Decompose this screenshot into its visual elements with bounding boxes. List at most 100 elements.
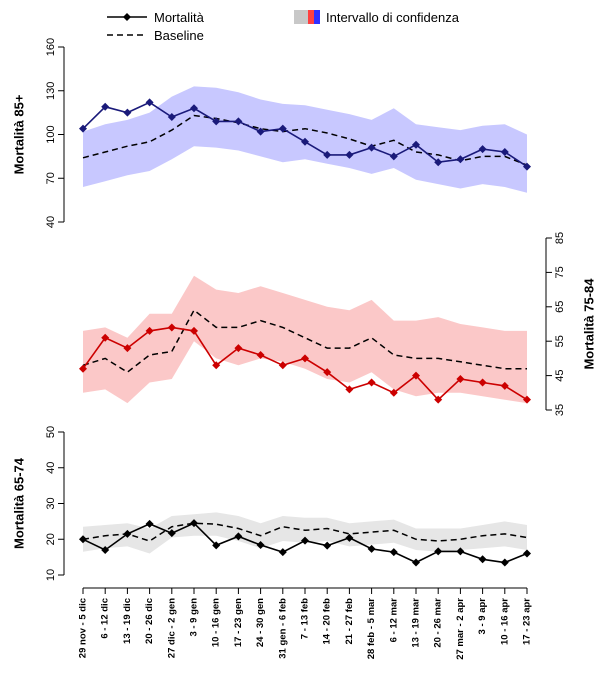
y-tick-label: 75 — [554, 266, 566, 278]
panel-mortality-85plus: 40 70 100 130 160 Mortalità 85+ — [11, 38, 531, 228]
mortality-point — [79, 364, 87, 373]
mortality-point — [123, 344, 132, 353]
y-tick-label: 10 — [45, 569, 57, 581]
mortality-point — [256, 127, 265, 136]
mortality-point — [123, 529, 132, 538]
mortality-point — [412, 371, 420, 380]
x-tick-label: 14 - 20 feb — [322, 598, 333, 645]
mortality-point — [367, 143, 376, 152]
x-tick-label: 13 - 19 dic — [122, 598, 133, 644]
baseline-line — [82, 114, 528, 166]
mortality-point — [456, 547, 465, 556]
y-tick-label: 85 — [554, 232, 566, 244]
y-tick-label: 20 — [45, 533, 57, 545]
legend-ci-swatch-red — [308, 10, 314, 24]
y-tick-label: 40 — [45, 462, 57, 474]
mortality-point — [101, 333, 110, 342]
mortality-point — [278, 124, 287, 133]
mortality-point — [212, 541, 221, 550]
mortality-point — [345, 385, 354, 394]
mortality-point — [500, 558, 509, 567]
mortality-point — [167, 113, 176, 121]
mortality-point — [234, 344, 243, 353]
mortality-point — [478, 378, 487, 387]
mortality-point — [256, 350, 265, 359]
mortality-point — [101, 545, 110, 554]
mortality-point — [123, 108, 132, 117]
mortality-point — [345, 150, 354, 159]
mortality-point — [323, 150, 332, 159]
x-tick-label: 27 mar - 2 apr — [455, 598, 466, 660]
mortality-point — [523, 162, 531, 171]
y-tick-label: 50 — [45, 426, 57, 438]
legend: Mortalità Baseline Intervallo di confide… — [107, 10, 460, 43]
mortality-point — [367, 544, 376, 553]
mortality-point — [79, 535, 87, 544]
panel-mortality-65-74: 10 20 30 40 50 Mortalità 65-74 — [11, 426, 531, 581]
baseline-line — [82, 522, 528, 542]
x-tick-label: 20 - 26 dic — [144, 598, 155, 644]
baseline-line — [82, 309, 527, 374]
mortality-point — [234, 532, 243, 541]
mortality-point — [523, 395, 531, 404]
y-tick-label: 30 — [45, 497, 57, 509]
x-tick-label: 6 - 12 mar — [388, 598, 399, 643]
mortality-point — [412, 140, 420, 149]
mortality-point — [256, 540, 265, 549]
x-tick-label: 3 - 9 gen — [189, 598, 200, 637]
mortality-point — [389, 388, 398, 397]
y-axis-label: Mortalità 65-74 — [11, 457, 26, 549]
x-tick-label: 10 - 16 gen — [211, 598, 222, 647]
x-tick-label: 17 - 23 gen — [233, 598, 244, 647]
mortality-point — [190, 104, 198, 113]
mortality-point — [323, 541, 332, 550]
mortality-point — [79, 124, 87, 133]
x-tick-label: 13 - 19 mar — [411, 598, 422, 648]
mortality-point — [412, 558, 420, 567]
y-tick-label: 40 — [45, 216, 57, 228]
x-tick-label: 24 - 30 gen — [255, 598, 266, 647]
y-axis-label: Mortalità 85+ — [11, 94, 26, 174]
mortality-point — [278, 548, 287, 557]
mortality-point — [500, 148, 509, 156]
mortality-point — [190, 326, 198, 335]
x-tick-label: 6 - 12 dic — [100, 598, 111, 639]
mortality-point — [345, 533, 354, 542]
ci-band — [83, 512, 527, 554]
x-axis: 29 nov - 5 dic 6 - 12 dic 13 - 19 dic 20 - … — [78, 587, 533, 660]
mortality-point — [323, 368, 332, 377]
y-tick-label: 130 — [45, 82, 57, 100]
y-tick-label: 70 — [45, 172, 57, 184]
mortality-point — [190, 519, 198, 528]
x-tick-label: 17 - 23 apr — [522, 598, 533, 645]
y-tick-label: 35 — [554, 404, 566, 416]
x-tick-label: 20 - 26 mar — [433, 598, 444, 648]
mortality-point — [389, 548, 398, 557]
mortality-point — [523, 549, 531, 558]
mortality-point — [434, 158, 443, 167]
mortality-point — [434, 395, 443, 404]
legend-mortality-label: Mortalità — [154, 10, 205, 25]
x-tick-label: 31 gen - 6 feb — [277, 598, 288, 659]
mortality-point — [500, 381, 509, 390]
mortality-point — [389, 152, 398, 161]
mortality-point — [434, 547, 443, 556]
panel-mortality-75-84: 35 45 55 65 75 85 Mortalità 75-84 — [79, 232, 596, 416]
legend-mortality-marker — [123, 13, 131, 21]
legend-ci-swatch-blue — [314, 10, 320, 24]
x-tick-label: 29 nov - 5 dic — [78, 598, 89, 658]
mortality-point — [456, 375, 465, 384]
x-tick-label: 10 - 16 apr — [499, 598, 510, 645]
mortality-point — [301, 137, 309, 146]
x-tick-label: 21 - 27 feb — [344, 598, 355, 645]
y-tick-label: 100 — [45, 125, 57, 143]
y-tick-label: 65 — [554, 301, 566, 313]
y-tick-label: 160 — [45, 38, 57, 56]
x-tick-label: 28 feb - 5 mar — [366, 598, 377, 660]
y-tick-label: 55 — [554, 335, 566, 347]
mortality-point — [167, 529, 176, 538]
legend-ci-label: Intervallo di confidenza — [326, 10, 460, 25]
legend-ci-swatch-grey — [294, 10, 308, 24]
mortality-point — [145, 519, 154, 528]
